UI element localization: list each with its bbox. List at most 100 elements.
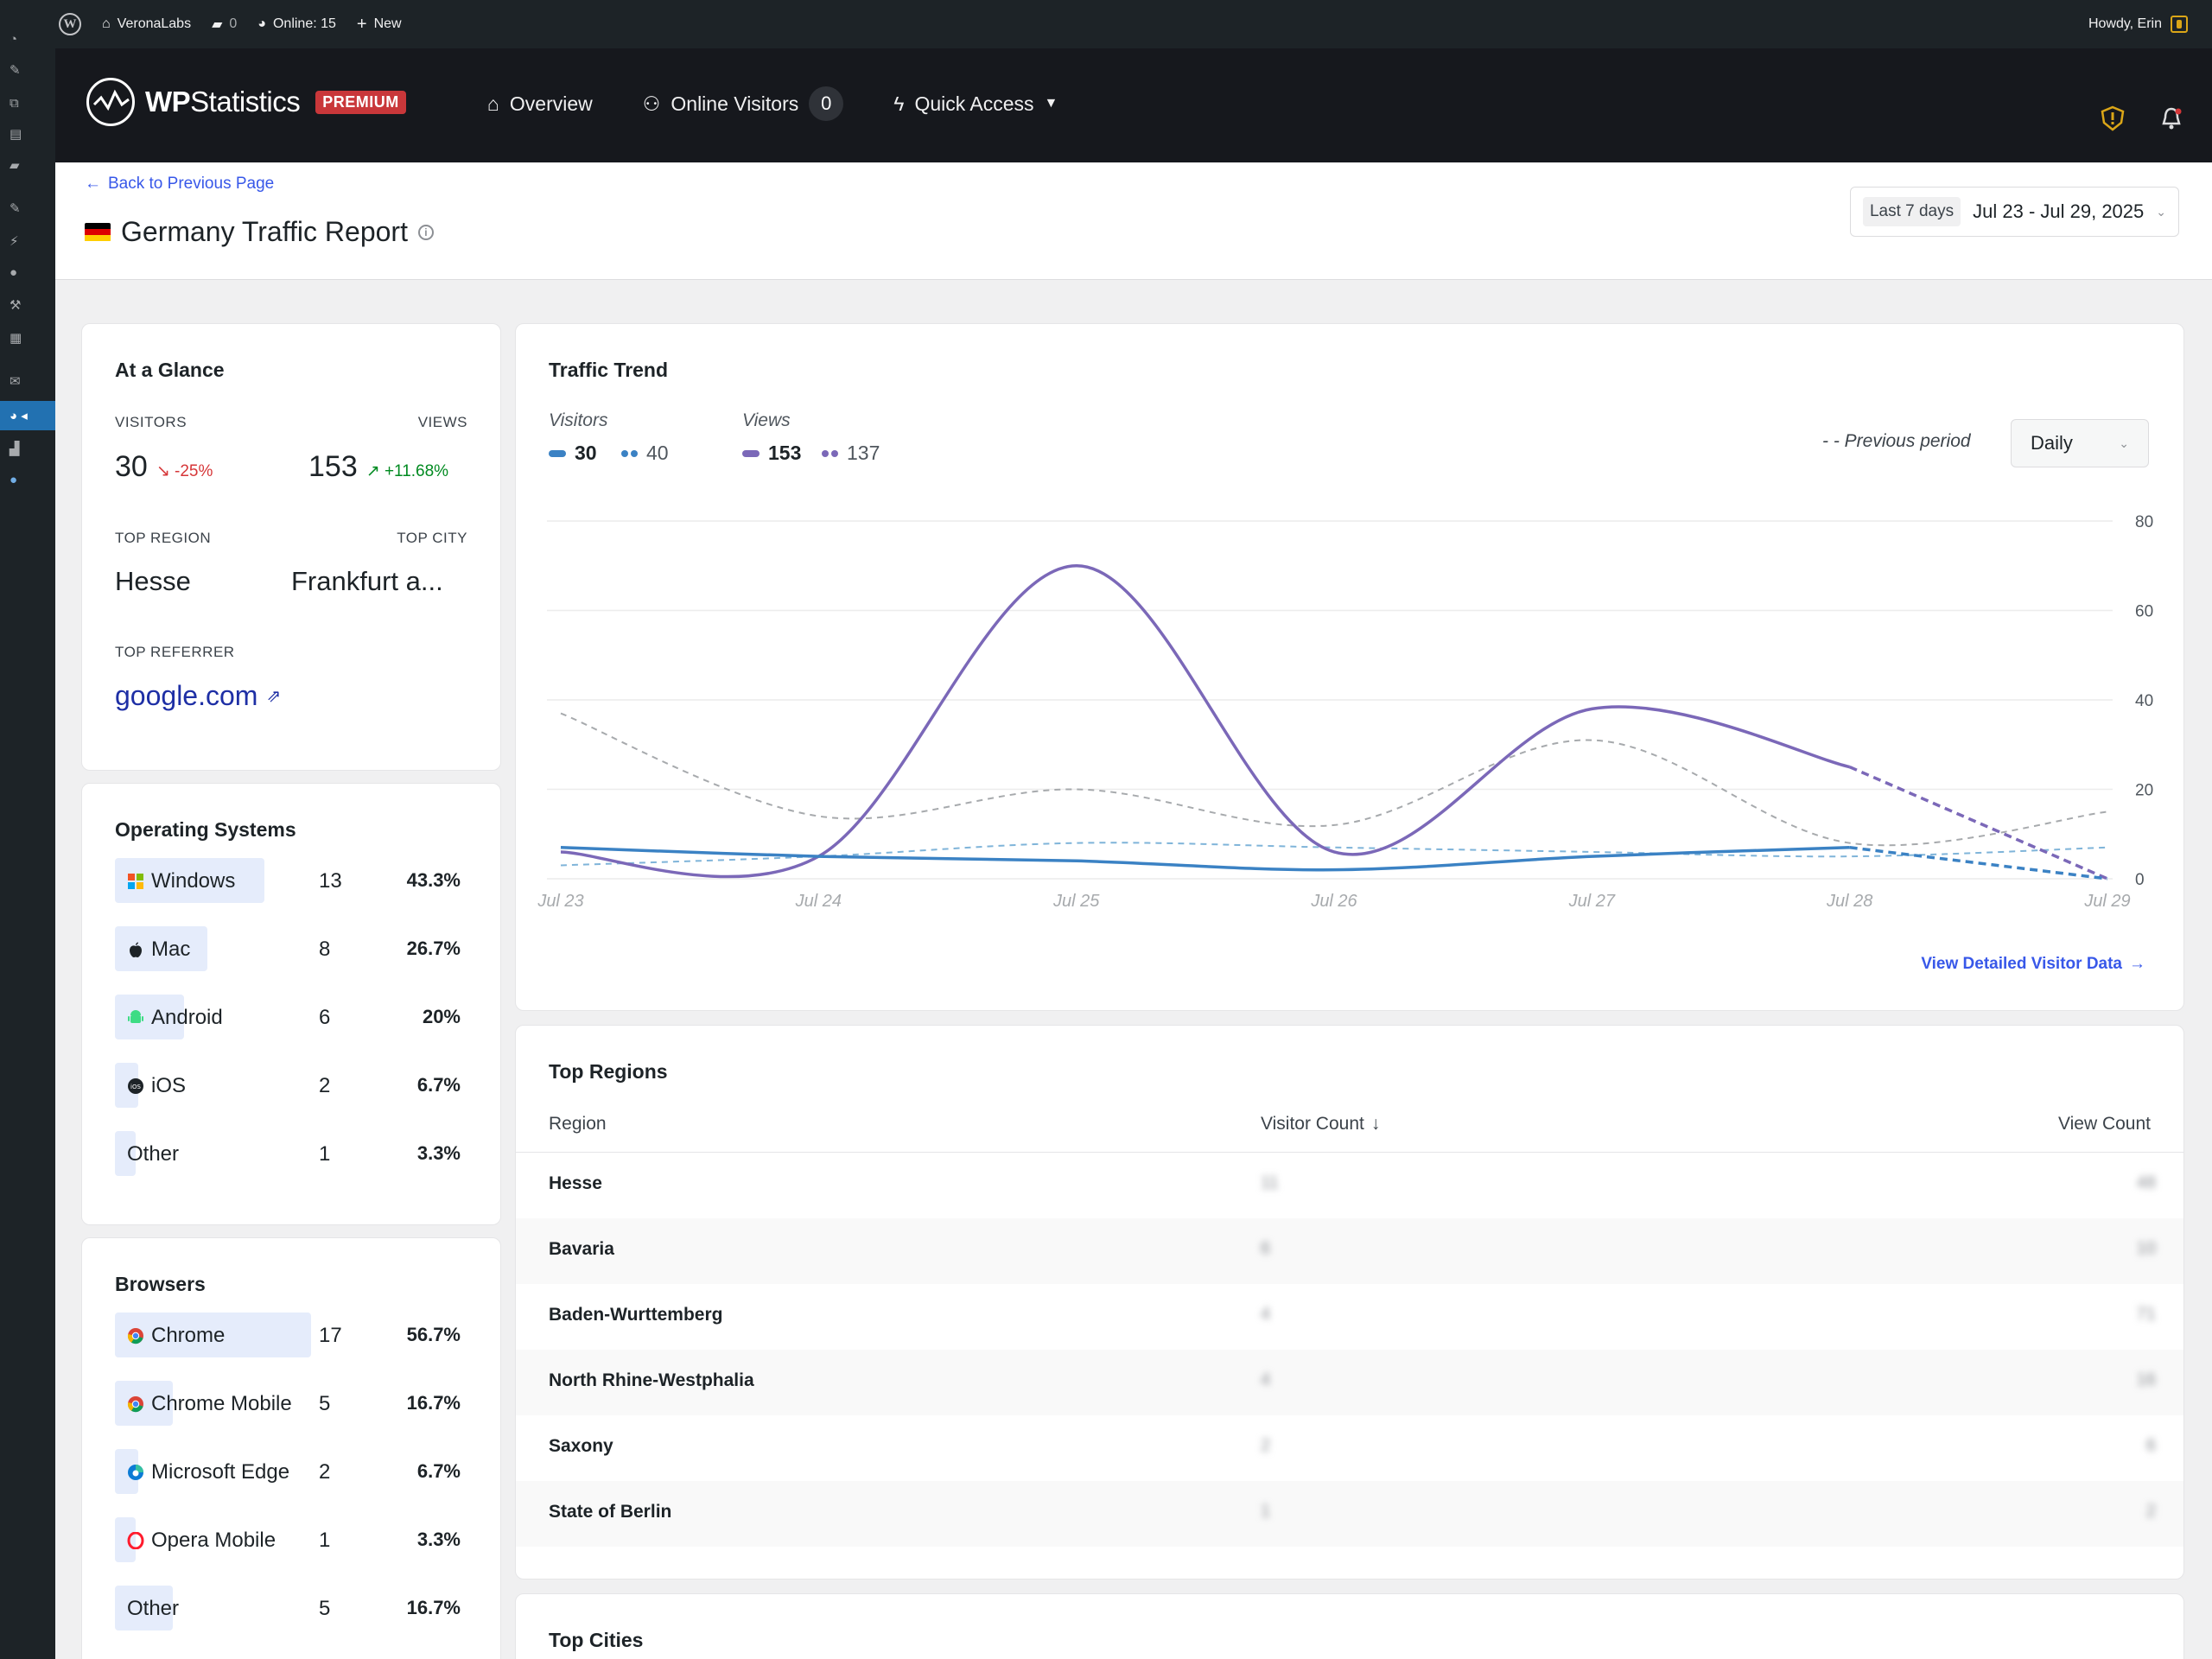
users-menu-icon[interactable]: ● xyxy=(10,264,18,280)
legend-views-previous[interactable]: 137 xyxy=(822,442,880,465)
visitor-count-blurred: 4 xyxy=(1261,1305,1271,1324)
interval-select[interactable]: Daily ⌄ xyxy=(2011,419,2149,467)
posts-menu-icon[interactable]: ✎ xyxy=(10,63,21,78)
comment-icon: ▰ xyxy=(212,17,223,32)
views-line xyxy=(560,563,1851,879)
plus-icon: + xyxy=(356,14,367,34)
nav-quick-access-label: Quick Access xyxy=(914,92,1034,115)
nav-overview[interactable]: ⌂ Overview xyxy=(487,92,593,116)
new-content-link[interactable]: + New xyxy=(357,15,402,35)
x-tick-label: Jul 28 xyxy=(1826,892,1872,911)
views-label: VIEWS xyxy=(417,414,467,430)
back-link[interactable]: ← Back to Previous Page xyxy=(85,175,274,194)
os-count: 8 xyxy=(319,938,331,961)
browser-row[interactable]: Chrome Mobile 5 16.7% xyxy=(115,1381,461,1426)
site-name-link[interactable]: ⌂ VeronaLabs xyxy=(102,16,191,32)
online-link[interactable]: ◕ Online: 15 xyxy=(257,16,336,32)
views-swatch xyxy=(742,449,760,457)
os-percentage: 20% xyxy=(422,1006,461,1027)
settings-menu-icon[interactable]: ▦ xyxy=(10,331,22,346)
browser-count: 17 xyxy=(319,1324,342,1347)
browser-name: Microsoft Edge xyxy=(127,1460,289,1484)
edge-icon xyxy=(127,1464,144,1481)
visitor-count-blurred: 2 xyxy=(1261,1436,1271,1455)
wordpress-logo-icon[interactable]: W xyxy=(59,13,81,35)
notice-shield-icon[interactable] xyxy=(2100,105,2126,136)
table-row[interactable]: Bavaria 6 10 xyxy=(516,1218,2183,1284)
date-range-picker[interactable]: Last 7 days Jul 23 - Jul 29, 2025 ⌄ xyxy=(1849,187,2179,237)
analytics-menu-icon[interactable]: ▟ xyxy=(10,442,20,456)
nav-quick-access[interactable]: ϟ Quick Access ▼ xyxy=(893,92,1058,116)
column-header-view-count: View Count xyxy=(2057,1114,2151,1134)
browser-percentage: 56.7% xyxy=(406,1324,461,1345)
table-row[interactable]: Baden-Wurttemberg 4 71 xyxy=(516,1284,2183,1350)
table-row[interactable]: State of Berlin 1 2 xyxy=(516,1481,2183,1547)
browser-row[interactable]: Opera Mobile 1 3.3% xyxy=(115,1517,461,1562)
os-count: 6 xyxy=(319,1006,331,1029)
x-tick-label: Jul 25 xyxy=(1052,892,1100,911)
legend-visitors-previous[interactable]: 40 xyxy=(621,442,669,465)
previous-period-legend: - - Previous period xyxy=(1822,431,1971,451)
windows-icon xyxy=(127,873,144,890)
browser-name: Other xyxy=(127,1597,180,1620)
lightning-icon: ϟ xyxy=(893,92,905,115)
browser-row[interactable]: Other 5 16.7% xyxy=(115,1586,461,1630)
browser-count: 5 xyxy=(319,1597,331,1620)
nav-online-visitors[interactable]: ⚇ Online Visitors 0 xyxy=(643,86,844,121)
os-row[interactable]: Android 6 20% xyxy=(115,995,461,1039)
dashboard-menu-icon[interactable]: ◔ xyxy=(10,31,18,47)
top-referrer-link[interactable]: google.com ⇗ xyxy=(115,680,281,712)
appearance-menu-icon[interactable]: ✎ xyxy=(10,201,21,216)
main-nav: ⌂ Overview ⚇ Online Visitors 0 ϟ Quick A… xyxy=(487,86,1058,121)
os-row[interactable]: Windows 13 43.3% xyxy=(115,858,461,903)
plugins-menu-icon[interactable]: ⚡ xyxy=(10,234,19,249)
legend-visitors-current[interactable]: 30 xyxy=(549,442,597,465)
pages-menu-icon[interactable]: ▤ xyxy=(10,127,22,142)
media-menu-icon[interactable]: ⧉ xyxy=(10,95,19,111)
browser-row[interactable]: Chrome 17 56.7% xyxy=(115,1313,461,1357)
play-menu-icon[interactable]: ● xyxy=(10,472,18,487)
column-header-region: Region xyxy=(549,1114,607,1134)
external-link-icon: ⇗ xyxy=(266,687,282,706)
mail-menu-icon[interactable]: ✉ xyxy=(10,374,21,389)
x-tick-label: Jul 27 xyxy=(1568,892,1616,911)
table-row[interactable]: Saxony 2 6 xyxy=(516,1415,2183,1481)
os-percentage: 26.7% xyxy=(406,938,461,959)
view-detailed-visitor-data-link[interactable]: View Detailed Visitor Data → xyxy=(1921,955,2145,974)
os-percentage: 6.7% xyxy=(416,1074,461,1096)
os-count: 1 xyxy=(319,1142,331,1166)
x-tick-label: Jul 23 xyxy=(537,892,583,911)
comments-menu-icon[interactable]: ▰ xyxy=(10,158,20,173)
back-link-label: Back to Previous Page xyxy=(108,175,275,193)
users-icon: ⚇ xyxy=(642,92,661,115)
plugin-header: WPStatistics PREMIUM ⌂ Overview ⚇ Online… xyxy=(55,48,2212,162)
browser-row[interactable]: Microsoft Edge 2 6.7% xyxy=(115,1449,461,1494)
comments-link[interactable]: ▰ 0 xyxy=(212,16,237,33)
wp-statistics-logo-icon xyxy=(86,78,135,126)
info-icon[interactable]: i xyxy=(417,224,434,240)
table-row[interactable]: Hesse 11 48 xyxy=(516,1153,2183,1218)
y-tick-label: 20 xyxy=(2135,782,2153,800)
top-referrer-value: google.com xyxy=(115,680,258,711)
home-icon: ⌂ xyxy=(102,16,111,31)
view-count-blurred: 16 xyxy=(2136,1370,2156,1389)
legend-views-current[interactable]: 153 xyxy=(742,442,801,465)
notifications-bell-icon[interactable] xyxy=(2158,105,2184,136)
brand-logo[interactable]: WPStatistics PREMIUM xyxy=(86,78,406,126)
tools-menu-icon[interactable]: ⚒ xyxy=(10,298,22,313)
arrow-down-right-icon: ↘ xyxy=(156,462,175,480)
operating-systems-card: Operating Systems Windows 13 43.3% Mac 8 26.7… xyxy=(81,783,501,1225)
account-menu[interactable]: Howdy, Erin xyxy=(2088,16,2212,33)
os-name: Windows xyxy=(127,869,235,893)
column-header-visitor-count[interactable]: Visitor Count ↓ xyxy=(1261,1114,1381,1134)
browser-share-bar xyxy=(115,1517,136,1562)
os-row[interactable]: Mac 8 26.7% xyxy=(115,926,461,971)
os-row[interactable]: Other 1 3.3% xyxy=(115,1131,461,1176)
statistics-menu-icon[interactable]: ◕ ◂ xyxy=(0,401,55,430)
y-tick-label: 60 xyxy=(2135,603,2153,621)
traffic-trend-title: Traffic Trend xyxy=(549,359,669,381)
view-count-blurred: 2 xyxy=(2145,1502,2156,1521)
os-row[interactable]: iOS iOS 2 6.7% xyxy=(115,1063,461,1108)
table-row[interactable]: North Rhine-Westphalia 4 16 xyxy=(516,1350,2183,1415)
os-count: 2 xyxy=(319,1074,331,1097)
